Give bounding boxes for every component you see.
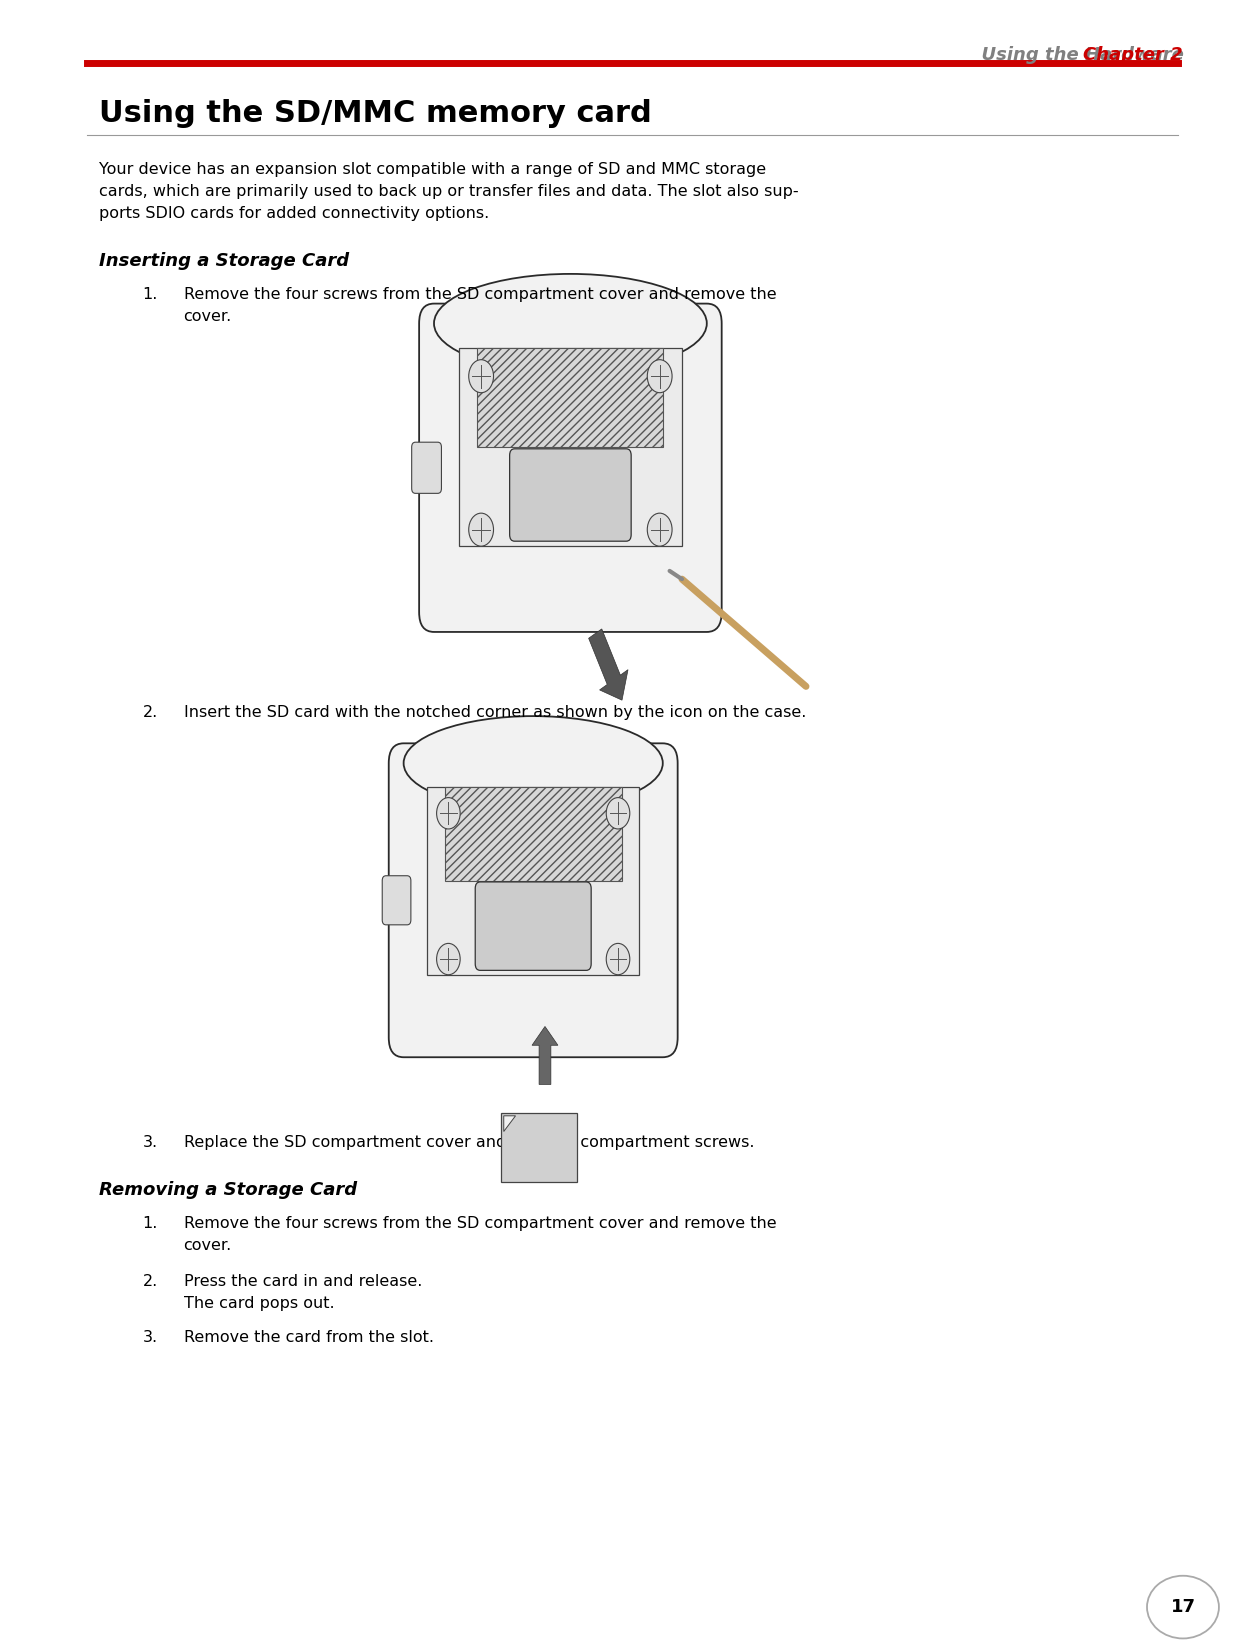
Text: 1.: 1.	[143, 1216, 157, 1231]
Text: Removing a Storage Card: Removing a Storage Card	[99, 1181, 357, 1200]
Text: Press the card in and release.
The card pops out.: Press the card in and release. The card …	[184, 1274, 422, 1312]
Text: 2.: 2.	[143, 705, 157, 719]
Text: Inserting a Storage Card: Inserting a Storage Card	[99, 252, 350, 271]
Text: Using the Hardware: Using the Hardware	[970, 46, 1184, 64]
Text: Chapter 2: Chapter 2	[1084, 46, 1183, 64]
Text: 3.: 3.	[143, 1330, 157, 1345]
Text: 3.: 3.	[143, 1135, 157, 1150]
Text: Remove the card from the slot.: Remove the card from the slot.	[184, 1330, 434, 1345]
Text: Using the SD/MMC memory card: Using the SD/MMC memory card	[99, 99, 652, 129]
Text: Remove the four screws from the SD compartment cover and remove the
cover.: Remove the four screws from the SD compa…	[184, 1216, 776, 1254]
Text: 17: 17	[1171, 1599, 1195, 1615]
Text: Replace the SD compartment cover and the four compartment screws.: Replace the SD compartment cover and the…	[184, 1135, 754, 1150]
Text: Your device has an expansion slot compatible with a range of SD and MMC storage
: Your device has an expansion slot compat…	[99, 162, 799, 221]
Text: Insert the SD card with the notched corner as shown by the icon on the case.: Insert the SD card with the notched corn…	[184, 705, 806, 719]
Text: 2.: 2.	[143, 1274, 157, 1289]
Text: 1.: 1.	[143, 287, 157, 302]
Text: Remove the four screws from the SD compartment cover and remove the
cover.: Remove the four screws from the SD compa…	[184, 287, 776, 325]
